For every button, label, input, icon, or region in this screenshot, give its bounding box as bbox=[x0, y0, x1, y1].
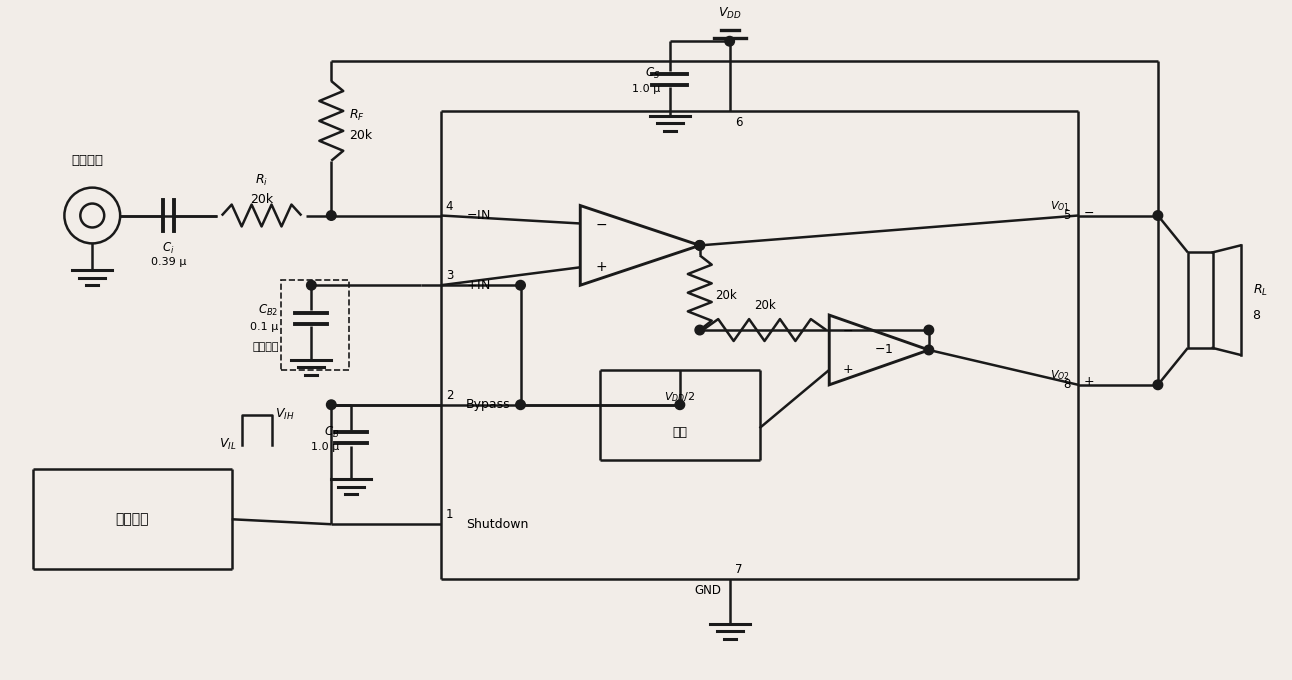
Circle shape bbox=[725, 37, 734, 46]
Text: Bypass: Bypass bbox=[465, 398, 510, 411]
Text: 6: 6 bbox=[735, 116, 742, 129]
Text: $R_F$: $R_F$ bbox=[349, 108, 366, 124]
Text: $V_{IH}$: $V_{IH}$ bbox=[274, 407, 295, 422]
Text: $-1$: $-1$ bbox=[875, 343, 894, 356]
Text: 1: 1 bbox=[446, 508, 453, 522]
Text: 3: 3 bbox=[446, 269, 453, 282]
Circle shape bbox=[516, 400, 526, 409]
Text: $-$: $-$ bbox=[1083, 206, 1094, 219]
Circle shape bbox=[695, 325, 704, 335]
Text: $+$: $+$ bbox=[596, 260, 607, 274]
Text: 偏置: 偏置 bbox=[672, 426, 687, 439]
Text: $R_L$: $R_L$ bbox=[1252, 283, 1267, 298]
Text: $C_B$: $C_B$ bbox=[324, 425, 340, 440]
Bar bbox=[1187, 252, 1213, 348]
Text: 关断控制: 关断控制 bbox=[115, 512, 149, 526]
Circle shape bbox=[924, 325, 934, 335]
Text: 电容可选: 电容可选 bbox=[252, 342, 279, 352]
Circle shape bbox=[924, 345, 934, 355]
Text: $V_{O2}$: $V_{O2}$ bbox=[1050, 368, 1070, 382]
Text: $-$: $-$ bbox=[842, 324, 853, 337]
Circle shape bbox=[695, 241, 704, 250]
Text: 20k: 20k bbox=[714, 289, 736, 302]
Circle shape bbox=[695, 241, 704, 250]
Text: 20k: 20k bbox=[349, 129, 372, 142]
Text: 0.39 μ: 0.39 μ bbox=[151, 257, 186, 267]
Text: $V_{DD}/2$: $V_{DD}/2$ bbox=[664, 390, 695, 404]
Text: 5: 5 bbox=[1063, 209, 1070, 222]
Circle shape bbox=[1154, 380, 1163, 390]
Bar bbox=[282, 280, 349, 370]
Text: GND: GND bbox=[695, 584, 722, 597]
Text: $R_i$: $R_i$ bbox=[255, 173, 269, 188]
Text: $C_{B2}$: $C_{B2}$ bbox=[258, 303, 279, 318]
Text: $+$: $+$ bbox=[1083, 375, 1094, 388]
Text: $V_{O1}$: $V_{O1}$ bbox=[1050, 199, 1070, 213]
Text: Shutdown: Shutdown bbox=[465, 517, 528, 531]
Text: $C_S$: $C_S$ bbox=[645, 65, 660, 81]
Text: 7: 7 bbox=[735, 563, 742, 576]
Text: 0.1 μ: 0.1 μ bbox=[251, 322, 279, 332]
Text: 8: 8 bbox=[1063, 378, 1070, 391]
Text: $+$: $+$ bbox=[842, 363, 854, 376]
Text: 1.0 μ: 1.0 μ bbox=[311, 441, 340, 452]
Circle shape bbox=[306, 280, 317, 290]
Circle shape bbox=[327, 400, 336, 409]
Text: 20k: 20k bbox=[753, 299, 775, 312]
Text: 8: 8 bbox=[1252, 309, 1261, 322]
Text: $V_{IL}$: $V_{IL}$ bbox=[220, 437, 236, 452]
Text: 4: 4 bbox=[446, 199, 453, 213]
Text: $V_{DD}$: $V_{DD}$ bbox=[718, 6, 742, 21]
Circle shape bbox=[516, 280, 526, 290]
Text: $-$IN: $-$IN bbox=[465, 209, 490, 222]
Text: $-$: $-$ bbox=[596, 216, 607, 231]
Text: 音频输入: 音频输入 bbox=[71, 154, 103, 167]
Text: 20k: 20k bbox=[251, 192, 273, 205]
Text: $C_i$: $C_i$ bbox=[163, 241, 174, 256]
Circle shape bbox=[327, 211, 336, 220]
Circle shape bbox=[1154, 211, 1163, 220]
Text: 2: 2 bbox=[446, 389, 453, 402]
Text: 1.0 μ: 1.0 μ bbox=[632, 84, 660, 94]
Circle shape bbox=[676, 400, 685, 409]
Text: $+$IN: $+$IN bbox=[465, 279, 490, 292]
